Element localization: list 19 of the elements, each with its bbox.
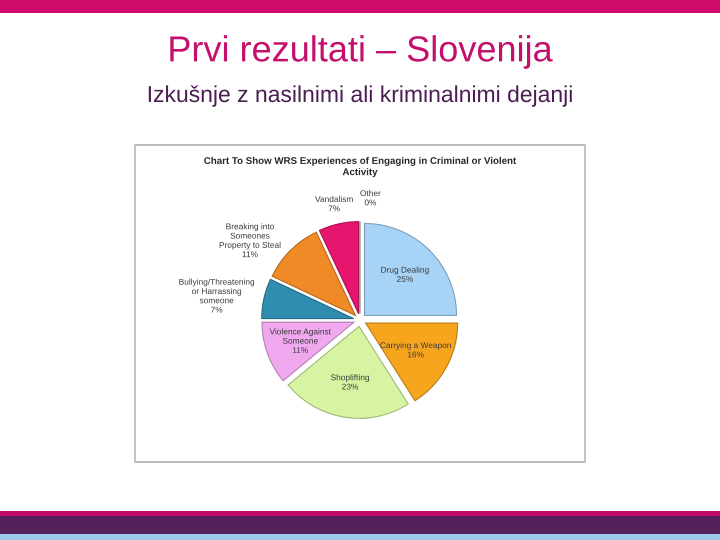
category-label: Other [360, 190, 381, 196]
data-label: 7% [211, 306, 222, 313]
data-label: 11% [292, 347, 308, 353]
slice-label: Shoplifting [330, 374, 369, 382]
text: Chart To Show WRS Experiences of Engaging in Criminal or Violent Activity [204, 156, 516, 178]
data-label: 16% [408, 352, 424, 358]
slice-label: Breaking into Someones Property to Steal [220, 223, 280, 250]
data-label: 25% [396, 276, 413, 282]
slice-label: Bullying/Threatening or Harrassing someone [179, 278, 254, 304]
chart-title: Prvi rezultati – Slovenija [170, 35, 553, 69]
slice-label: Vandalism [315, 196, 353, 202]
text: 0% [364, 200, 376, 206]
chart-subtitle: Izkušnje z nasilnimi ali kriminalnimi dejanji [148, 85, 572, 107]
slice-label: Violence Against Someone [270, 328, 331, 344]
data-label: 23% [342, 384, 358, 390]
slice-label: Carrying a Weapon [380, 342, 451, 350]
data-label: 11% [242, 251, 258, 258]
data-label: 7% [328, 205, 340, 212]
slice-label: Drug Dealing [381, 266, 429, 274]
